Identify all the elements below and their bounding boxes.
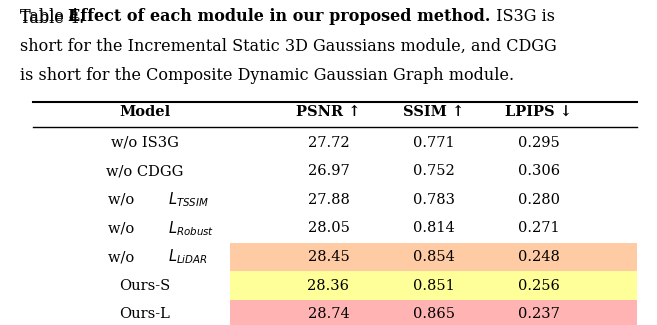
Text: Table 4.: Table 4. [20, 10, 89, 27]
Text: Table 4.: Table 4. [20, 8, 89, 25]
Text: 0.248: 0.248 [518, 250, 560, 264]
Text: 0.752: 0.752 [413, 164, 455, 178]
Text: PSNR ↑: PSNR ↑ [296, 105, 361, 119]
Text: 0.256: 0.256 [518, 279, 560, 293]
Text: 0.280: 0.280 [518, 193, 560, 207]
Text: $L_{Robust}$: $L_{Robust}$ [168, 219, 214, 238]
Text: 28.74: 28.74 [307, 307, 350, 321]
Text: Ours-L: Ours-L [119, 307, 170, 321]
Text: 0.854: 0.854 [413, 250, 455, 264]
Text: SSIM ↑: SSIM ↑ [403, 105, 464, 119]
Text: 0.306: 0.306 [518, 164, 560, 178]
FancyBboxPatch shape [230, 300, 637, 325]
Text: 0.295: 0.295 [518, 136, 560, 150]
Text: Ours-S: Ours-S [119, 279, 170, 293]
Text: LPIPS ↓: LPIPS ↓ [505, 105, 572, 119]
Text: 0.237: 0.237 [518, 307, 560, 321]
Text: Model: Model [119, 105, 170, 119]
Text: 0.851: 0.851 [413, 279, 455, 293]
Text: w/o: w/o [108, 221, 139, 236]
Text: 28.05: 28.05 [307, 221, 350, 236]
Text: short for the Incremental Static 3D Gaussians module, and CDGG: short for the Incremental Static 3D Gaus… [20, 37, 556, 54]
Text: 0.783: 0.783 [413, 193, 455, 207]
Text: 27.88: 27.88 [307, 193, 350, 207]
Text: 0.814: 0.814 [413, 221, 455, 236]
Text: is short for the Composite Dynamic Gaussian Graph module.: is short for the Composite Dynamic Gauss… [20, 67, 514, 84]
Text: $L_{LiDAR}$: $L_{LiDAR}$ [168, 248, 207, 266]
FancyBboxPatch shape [230, 271, 637, 300]
Text: 0.271: 0.271 [518, 221, 560, 236]
Text: Effect of each module in our proposed method.: Effect of each module in our proposed me… [68, 8, 490, 25]
Text: 0.865: 0.865 [413, 307, 455, 321]
Text: w/o IS3G: w/o IS3G [110, 136, 179, 150]
Text: w/o: w/o [108, 250, 139, 264]
Text: 28.45: 28.45 [307, 250, 350, 264]
Text: IS3G is: IS3G is [491, 8, 555, 25]
Text: 0.771: 0.771 [413, 136, 455, 150]
Text: w/o: w/o [108, 193, 139, 207]
Text: w/o CDGG: w/o CDGG [106, 164, 183, 178]
Text: 26.97: 26.97 [307, 164, 350, 178]
Text: 27.72: 27.72 [307, 136, 350, 150]
Text: $L_{TSSIM}$: $L_{TSSIM}$ [168, 190, 208, 209]
FancyBboxPatch shape [230, 243, 637, 271]
Text: 28.36: 28.36 [307, 279, 350, 293]
